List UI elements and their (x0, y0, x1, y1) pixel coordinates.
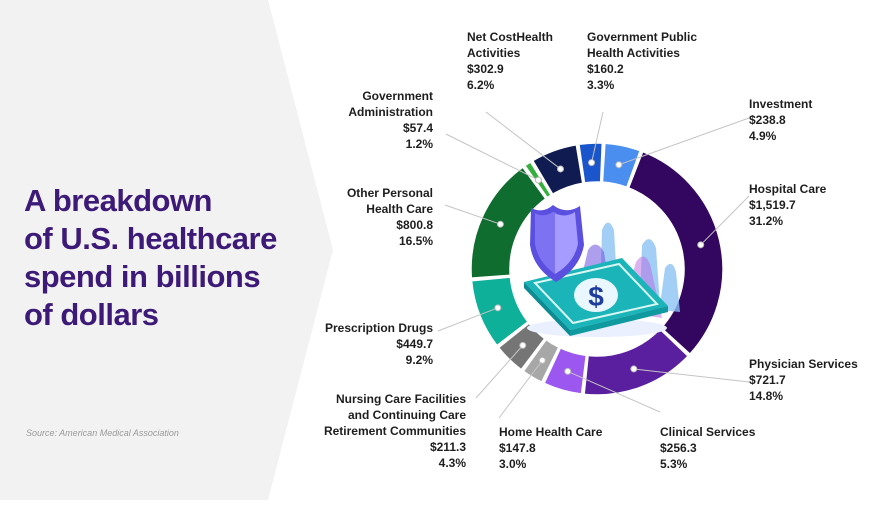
leader-line (700, 195, 750, 246)
slice-name: and Continuing Care (348, 408, 466, 422)
title-panel: A breakdown of U.S. healthcare spend in … (0, 0, 340, 500)
leader-line (498, 360, 543, 419)
slice-value: $211.3 (430, 440, 466, 454)
slice-name: Retirement Communities (324, 424, 466, 438)
chart-title-line: A breakdown (24, 183, 213, 218)
leader-dot (534, 176, 542, 184)
slice-percent: 16.5% (399, 234, 433, 248)
slice-name: Administration (348, 105, 433, 119)
slice-name: Health Care (366, 202, 433, 216)
slice-value: $147.8 (499, 441, 536, 455)
slice-label: Net CostHealth Activities $302.9 6.2% (467, 30, 553, 92)
slice-name: Other Personal (347, 186, 433, 200)
chart-title-line: of U.S. healthcare (24, 221, 277, 256)
leader-line (437, 307, 499, 332)
donut-slice (583, 328, 690, 396)
chart-title: A breakdown of U.S. healthcare spend in … (24, 182, 324, 334)
leader-line (618, 117, 750, 166)
leader-dot (615, 161, 623, 169)
slice-name: Activities (467, 46, 521, 60)
slice-percent: 14.8% (749, 389, 783, 403)
source-note: Source: American Medical Association (26, 428, 179, 438)
slice-label: Government Public Health Activities $160.2… (587, 30, 697, 92)
slice-percent: 4.3% (439, 456, 467, 470)
title-panel-background (0, 0, 333, 500)
slice-percent: 6.2% (467, 78, 495, 92)
leader-dot (697, 241, 705, 249)
slice-label: Home Health Care $147.8 3.0% (499, 425, 603, 471)
slice-label: Nursing Care Facilities and Continuing Ca… (324, 392, 466, 470)
leader-line (475, 345, 524, 399)
slice-name: Government (362, 89, 433, 103)
slice-label: Other Personal Health Care $800.8 16.5% (347, 186, 433, 248)
slice-labels: Investment $238.8 4.9% Hospital Care $1,519.… (324, 30, 858, 471)
leader-line (633, 368, 750, 383)
slice-name: Nursing Care Facilities (336, 392, 466, 406)
leader-dot (519, 341, 527, 349)
donut-slice (470, 166, 547, 279)
slice-percent: 31.2% (749, 214, 783, 228)
donut-slice (470, 276, 529, 347)
slice-value: $256.3 (660, 441, 697, 455)
slice-name: Physician Services (749, 357, 858, 371)
slice-label: Government Administration $57.4 1.2% (348, 89, 433, 151)
slice-value: $238.8 (749, 113, 786, 127)
slice-value: $721.7 (749, 373, 786, 387)
slice-name: Government Public (587, 30, 697, 44)
slice-percent: 9.2% (406, 353, 434, 367)
slice-value: $302.9 (467, 62, 504, 76)
slice-name: Net CostHealth (467, 30, 553, 44)
svg-text:$: $ (588, 281, 604, 312)
leader-dot (588, 159, 596, 167)
slice-name: Investment (749, 97, 812, 111)
slice-value: $800.8 (396, 218, 433, 232)
leader-dot (496, 220, 504, 228)
slice-percent: 3.3% (587, 78, 615, 92)
leader-dot (494, 304, 502, 312)
leader-dot (564, 367, 572, 375)
leader-line (444, 204, 501, 225)
leader-line (485, 111, 561, 170)
slice-value: $160.2 (587, 62, 624, 76)
slice-name: Hospital Care (749, 182, 827, 196)
slice-name: Home Health Care (499, 425, 603, 439)
slice-name: Clinical Services (660, 425, 756, 439)
slice-value: $1,519.7 (749, 198, 796, 212)
slice-percent: 3.0% (499, 457, 527, 471)
leader-dot (556, 165, 564, 173)
slice-name: Prescription Drugs (325, 321, 433, 335)
leader-dot (630, 365, 638, 373)
slice-label: Physician Services $721.7 14.8% (749, 357, 858, 403)
money-shield-illustration: $ (524, 205, 680, 337)
slice-label: Investment $238.8 4.9% (749, 97, 812, 143)
slice-label: Hospital Care $1,519.7 31.2% (749, 182, 827, 228)
slice-value: $57.4 (403, 121, 433, 135)
chart-title-line: spend in billions (24, 259, 261, 294)
slice-percent: 4.9% (749, 129, 777, 143)
donut-slice (627, 150, 724, 356)
leader-line (445, 133, 539, 181)
slice-label: Clinical Services $256.3 5.3% (660, 425, 756, 471)
slice-name: Health Activities (587, 46, 680, 60)
leader-dot (538, 356, 546, 364)
chart-title-line: of dollars (24, 297, 159, 332)
slice-value: $449.7 (396, 337, 433, 351)
slice-label: Prescription Drugs $449.7 9.2% (325, 321, 433, 367)
slice-percent: 5.3% (660, 457, 688, 471)
leader-line (567, 370, 661, 413)
slice-percent: 1.2% (406, 137, 434, 151)
leader-line (591, 111, 604, 163)
